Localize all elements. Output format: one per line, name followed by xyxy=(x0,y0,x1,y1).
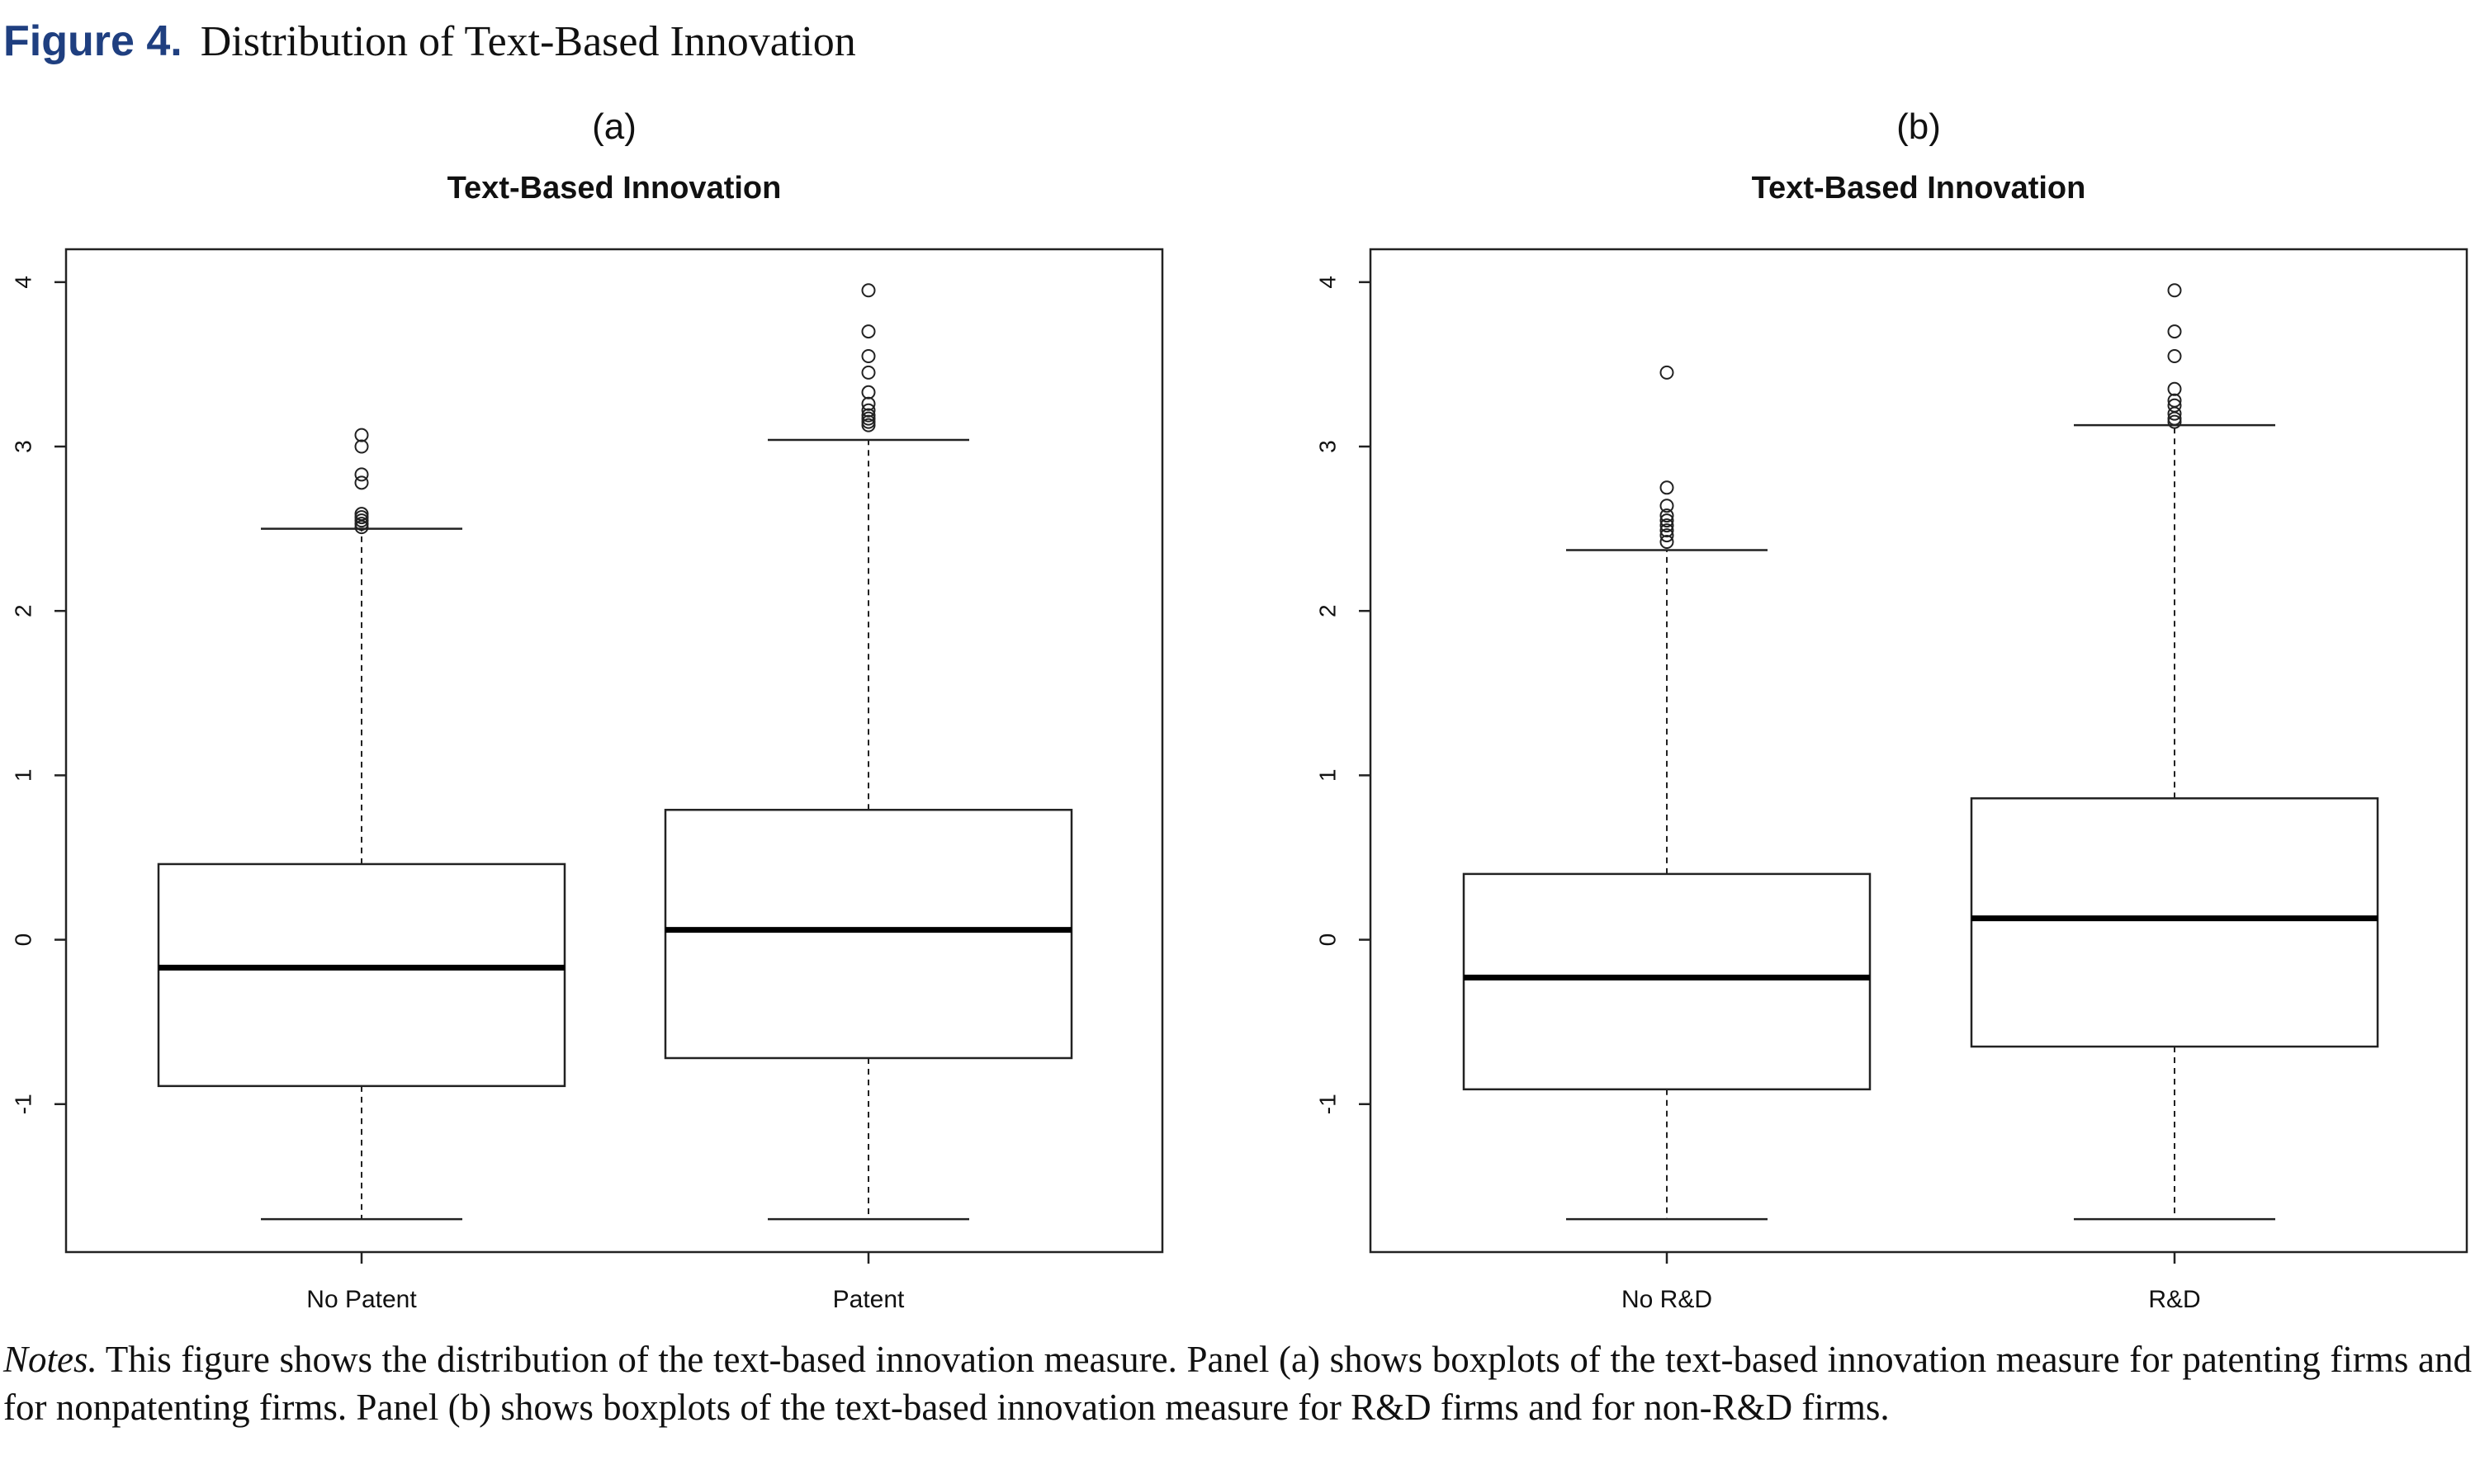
outlier-point xyxy=(1659,535,1674,550)
y-tick-label: 0 xyxy=(1315,933,1341,947)
iqr-box xyxy=(1462,872,1872,1091)
outlier-point xyxy=(1659,528,1674,543)
y-tick-label: 4 xyxy=(11,276,36,289)
y-tick-label: -1 xyxy=(11,1094,36,1114)
outlier-point xyxy=(2167,283,2182,298)
panel-label: (b) xyxy=(1896,106,1941,147)
panel-a: (a) Text-Based Innovation -1 0 1 2 3 4 No Patent… xyxy=(11,106,1164,1313)
outlier-point xyxy=(861,283,876,298)
iqr-box xyxy=(664,808,1073,1060)
y-tick-label: 2 xyxy=(11,604,36,617)
outlier-point xyxy=(354,428,369,442)
plot-frame xyxy=(1369,248,2468,1254)
outlier-point xyxy=(1659,508,1674,523)
outlier-point xyxy=(861,385,876,399)
outlier-point xyxy=(861,324,876,339)
panel-label: (a) xyxy=(592,106,637,147)
outlier-point xyxy=(2167,381,2182,396)
iqr-box xyxy=(1970,797,2379,1048)
figure-label: Figure 4. xyxy=(3,17,182,65)
outlier-point xyxy=(2167,348,2182,363)
outlier-point xyxy=(861,348,876,363)
outlier-point xyxy=(861,396,876,411)
iqr-box xyxy=(157,863,566,1088)
outlier-point xyxy=(1659,499,1674,513)
panel-b: (b) Text-Based Innovation -1 0 1 2 3 4 No R&D R&D xyxy=(1315,106,2468,1313)
chart-title: Text-Based Innovation xyxy=(447,171,782,206)
notes-label: Notes. xyxy=(3,1339,97,1380)
y-tick-label: 3 xyxy=(1315,440,1341,453)
y-tick-label: 4 xyxy=(1315,276,1341,289)
plot-frame xyxy=(64,248,1164,1254)
x-tick-label: Patent xyxy=(833,1286,905,1313)
outlier-point xyxy=(354,507,369,522)
y-tick-label: -1 xyxy=(1315,1094,1341,1114)
y-tick-label: 2 xyxy=(1315,604,1341,617)
y-tick-label: 1 xyxy=(1315,769,1341,782)
outlier-point xyxy=(354,439,369,454)
x-tick-label: No Patent xyxy=(306,1286,417,1313)
outlier-point xyxy=(2167,398,2182,413)
y-tick-label: 1 xyxy=(11,769,36,782)
y-tick-label: 3 xyxy=(11,440,36,453)
outlier-point xyxy=(861,365,876,380)
outlier-point xyxy=(1659,365,1674,380)
x-tick-label: R&D xyxy=(2148,1286,2200,1313)
figure-notes: Notes. This figure shows the distribution… xyxy=(3,1335,2472,1431)
outlier-point xyxy=(354,475,369,490)
notes-text: This figure shows the distribution of th… xyxy=(3,1339,2472,1428)
figure-caption: Figure 4. Distribution of Text-Based Inno… xyxy=(3,12,856,72)
chart-title: Text-Based Innovation xyxy=(1752,171,2086,206)
outlier-point xyxy=(861,408,876,423)
outlier-point xyxy=(1659,523,1674,538)
outlier-point xyxy=(354,467,369,482)
outlier-point xyxy=(1659,518,1674,533)
outlier-point xyxy=(2167,324,2182,339)
x-tick-label: No R&D xyxy=(1621,1286,1712,1313)
boxplot-figure: (a) Text-Based Innovation -1 0 1 2 3 4 No Patent… xyxy=(11,106,2468,1313)
outlier-point xyxy=(1659,480,1674,495)
outlier-point xyxy=(2167,393,2182,408)
y-tick-label: 0 xyxy=(11,933,36,947)
outlier-point xyxy=(861,403,876,418)
outlier-point xyxy=(1659,513,1674,528)
figure-title: Distribution of Text-Based Innovation xyxy=(200,18,856,65)
